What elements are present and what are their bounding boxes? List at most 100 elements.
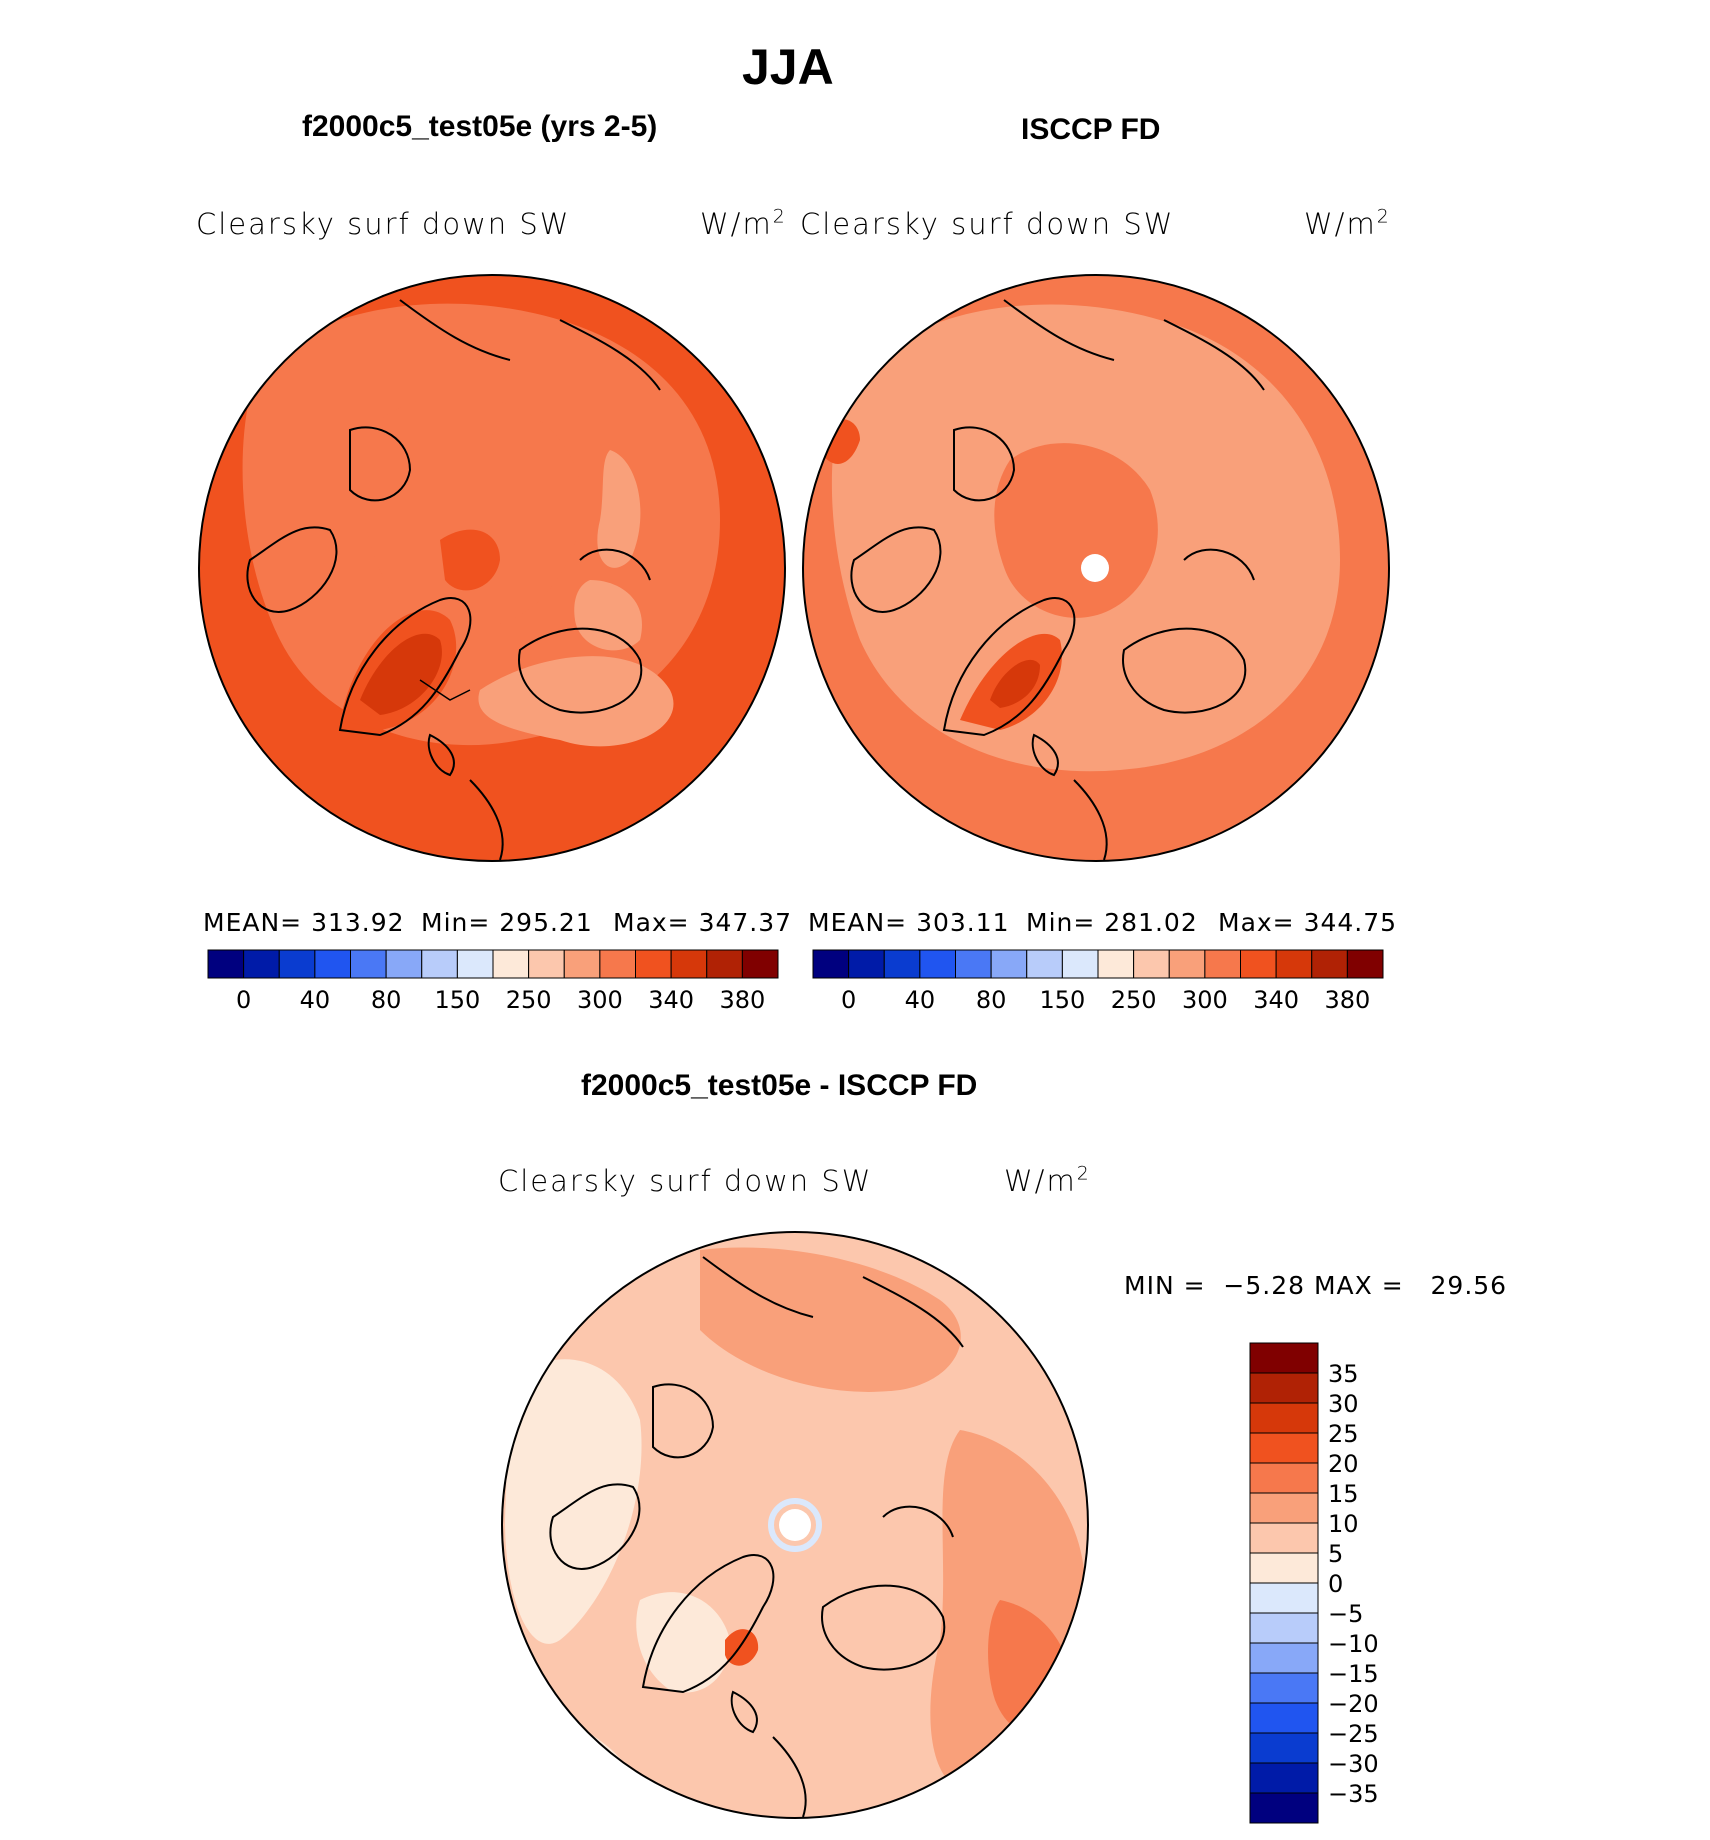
colorbar-tick-label: 300 — [577, 986, 623, 1014]
colorbar-swatch — [1249, 1432, 1319, 1464]
colorbar-swatch — [741, 949, 779, 979]
colorbar-swatch — [1249, 1492, 1319, 1524]
colorbar-swatch — [1168, 949, 1206, 979]
colorbar-swatch — [990, 949, 1028, 979]
panel-2-mean: MEAN= 303.11 — [808, 908, 1010, 937]
colorbar-tick-label: 30 — [1328, 1390, 1359, 1418]
colorbar-tick-label: 35 — [1328, 1360, 1359, 1388]
panel-1-mean: MEAN= 313.92 — [203, 908, 405, 937]
panel-1-min: Min= 295.21 — [421, 908, 593, 937]
colorbar-swatch — [848, 949, 885, 979]
colorbar-tick-label: 380 — [1324, 986, 1370, 1014]
colorbar-swatch — [1240, 949, 1277, 979]
colorbar-swatch — [1311, 949, 1348, 979]
colorbar-swatch — [1204, 949, 1241, 979]
panel-2-max: Max= 344.75 — [1218, 908, 1398, 937]
panel-2-title: ISCCP FD — [1021, 113, 1161, 146]
panel-2-units: W/m2 — [1304, 206, 1391, 241]
panel-2-min: Min= 281.02 — [1026, 908, 1198, 937]
colorbar-swatch — [883, 949, 921, 979]
colorbar-swatch — [635, 949, 672, 979]
panel-1-max: Max= 347.37 — [613, 908, 793, 937]
colorbar-tick-label: 15 — [1328, 1480, 1359, 1508]
colorbar-tick-label: 250 — [1111, 986, 1157, 1014]
colorbar-swatch — [314, 949, 351, 979]
colorbar-swatch — [1249, 1702, 1319, 1734]
colorbar-swatch — [1249, 1462, 1319, 1494]
colorbar-panel-2: 0 40 80 150 250 300 340 380 — [812, 949, 1384, 1014]
panel-3-coastlines — [549, 1256, 964, 1818]
panel-1-units: W/m2 — [700, 206, 787, 241]
colorbar-tick-label: 0 — [841, 986, 856, 1014]
colorbar-panel-1: 0 40 80 150 250 300 340 380 — [207, 949, 779, 1014]
colorbar-swatch — [812, 949, 850, 979]
panel-2-coastlines — [850, 299, 1265, 861]
colorbar-tick-label: 150 — [1039, 986, 1085, 1014]
panel-1-map — [199, 275, 785, 861]
colorbar-swatch — [1061, 949, 1099, 979]
panel-1-variable-label: Clearsky surf down SW — [196, 207, 571, 241]
colorbar-tick-label: −30 — [1328, 1750, 1379, 1778]
colorbar-tick-label: 380 — [719, 986, 765, 1014]
colorbar-swatch — [1346, 949, 1384, 979]
colorbar-swatch — [563, 949, 601, 979]
colorbar-swatch — [1249, 1402, 1319, 1434]
colorbar-swatch — [1249, 1552, 1319, 1584]
colorbar-swatch — [1097, 949, 1135, 979]
colorbar-swatch — [670, 949, 708, 979]
colorbar-swatch — [421, 949, 458, 979]
panel-2-variable-label: Clearsky surf down SW — [800, 207, 1175, 241]
colorbar-tick-label: −15 — [1328, 1660, 1379, 1688]
panel-1-title: f2000c5_test05e (yrs 2-5) — [302, 110, 658, 143]
colorbar-tick-label: −25 — [1328, 1720, 1379, 1748]
colorbar-tick-label: 80 — [976, 986, 1007, 1014]
colorbar-tick-label: 300 — [1182, 986, 1228, 1014]
colorbar-swatch — [385, 949, 423, 979]
colorbar-swatch — [706, 949, 743, 979]
colorbar-swatch — [1249, 1612, 1319, 1644]
colorbar-swatch — [1249, 1582, 1319, 1614]
colorbar-difference: −35 −30 −25 −20 −15 −10 −5 0 5 10 15 20 25 30 35 — [1249, 1342, 1379, 1824]
colorbar-swatch — [1249, 1792, 1319, 1824]
colorbar-tick-label: 340 — [648, 986, 694, 1014]
colorbar-tick-label: 5 — [1328, 1540, 1343, 1568]
colorbar-swatch — [1249, 1672, 1319, 1704]
colorbar-tick-label: −20 — [1328, 1690, 1379, 1718]
panel-3-title: f2000c5_test05e - ISCCP FD — [581, 1069, 978, 1102]
colorbar-swatch — [1133, 949, 1170, 979]
panel-3-map — [502, 1232, 1088, 1818]
colorbar-swatch — [1249, 1372, 1319, 1404]
colorbar-swatch — [207, 949, 245, 979]
panel-1-coastlines — [246, 299, 661, 861]
colorbar-swatch — [1249, 1732, 1319, 1764]
colorbar-tick-label: −5 — [1328, 1600, 1363, 1628]
colorbar-swatch — [1249, 1762, 1319, 1794]
panel-3-variable-label: Clearsky surf down SW — [498, 1164, 873, 1198]
colorbar-tick-label: 25 — [1328, 1420, 1359, 1448]
colorbar-swatch — [456, 949, 494, 979]
colorbar-tick-label: 10 — [1328, 1510, 1359, 1538]
colorbar-swatch — [1249, 1342, 1319, 1374]
colorbar-swatch — [919, 949, 956, 979]
colorbar-swatch — [955, 949, 992, 979]
colorbar-tick-label: 250 — [506, 986, 552, 1014]
colorbar-swatch — [350, 949, 387, 979]
colorbar-swatch — [1249, 1642, 1319, 1674]
colorbar-tick-label: 20 — [1328, 1450, 1359, 1478]
panel-3-units: W/m2 — [1004, 1163, 1091, 1198]
panel-3-minmax: MIN = −5.28 MAX = 29.56 — [1124, 1271, 1508, 1300]
colorbar-tick-label: 40 — [905, 986, 936, 1014]
panel-2-map — [803, 275, 1389, 861]
colorbar-swatch — [1275, 949, 1313, 979]
colorbar-swatch — [492, 949, 530, 979]
colorbar-swatch — [528, 949, 565, 979]
colorbar-tick-label: −35 — [1328, 1780, 1379, 1808]
colorbar-swatch — [278, 949, 316, 979]
colorbar-swatch — [1249, 1522, 1319, 1554]
colorbar-tick-label: 340 — [1253, 986, 1299, 1014]
colorbar-tick-label: 0 — [1328, 1570, 1343, 1598]
colorbar-tick-label: 40 — [300, 986, 331, 1014]
colorbar-tick-label: −10 — [1328, 1630, 1379, 1658]
colorbar-tick-label: 150 — [434, 986, 480, 1014]
